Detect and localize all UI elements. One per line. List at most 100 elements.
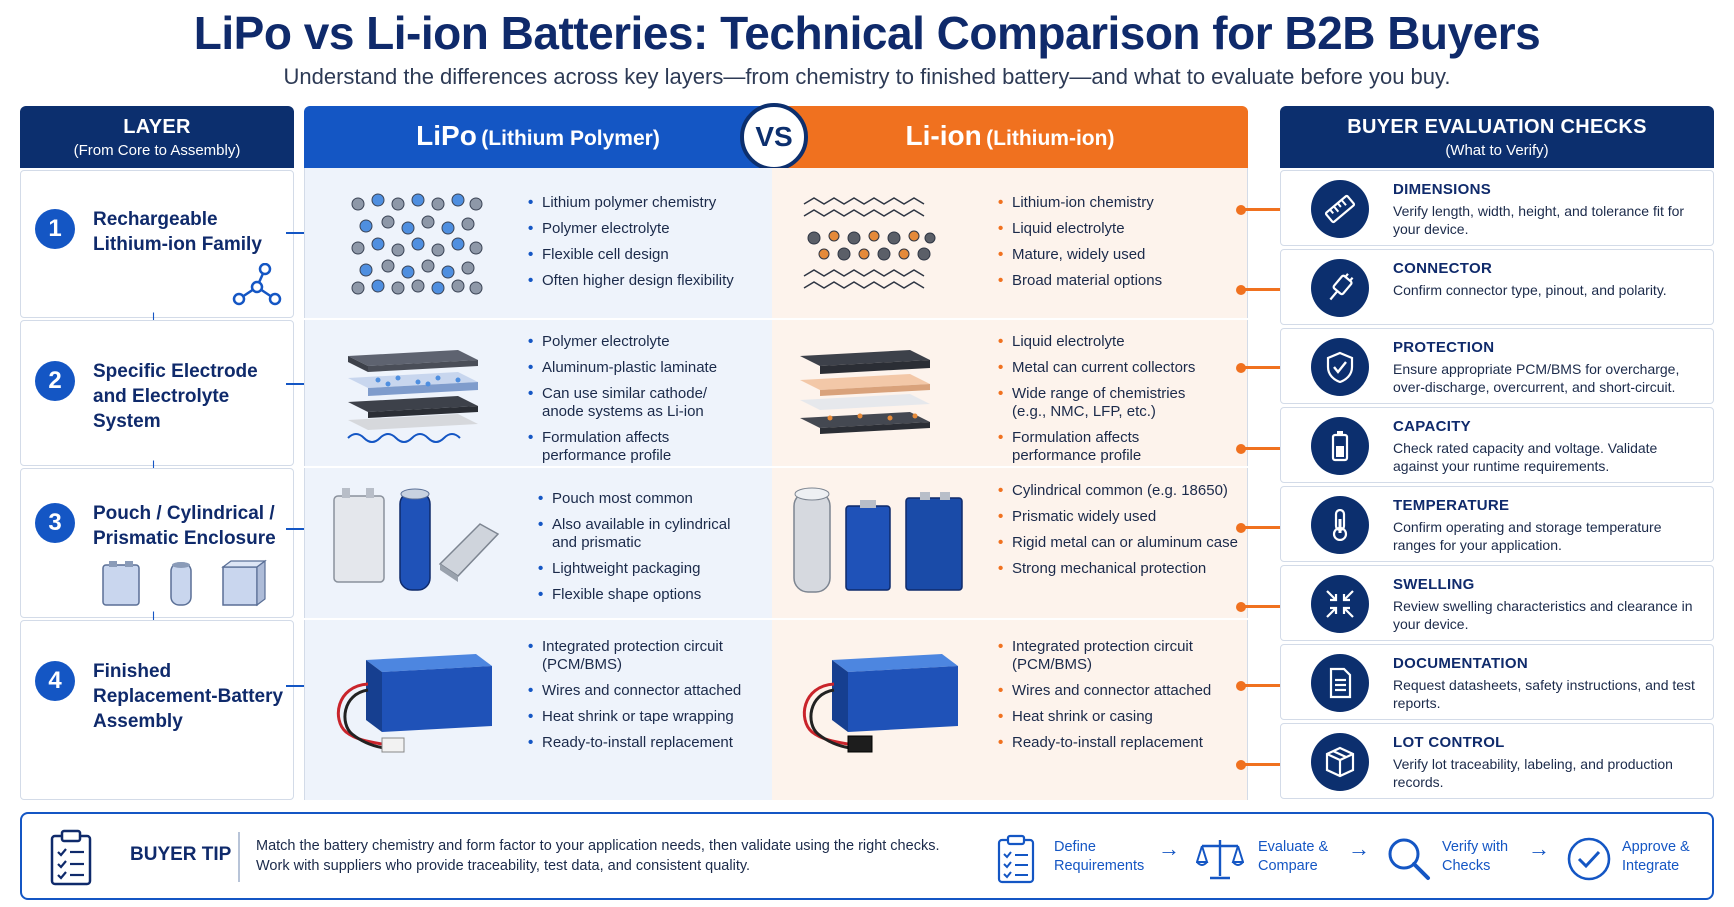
liion-row-2-item: Metal can current collectors <box>998 359 1218 377</box>
liion-row-4-item: Wires and connector attached <box>998 682 1218 700</box>
layer-column-header: LAYER (From Core to Assembly) <box>20 106 294 168</box>
check-connector-dot <box>1236 205 1246 215</box>
liion-row-1-item: Liquid electrolyte <box>998 220 1228 238</box>
check-card-lot-control: LOT CONTROL Verify lot traceability, lab… <box>1280 723 1714 799</box>
row-divider <box>304 318 1248 320</box>
check-connector-dot <box>1236 444 1246 454</box>
lipo-row-2-item: Polymer electrolyte <box>528 333 728 351</box>
check-title: DOCUMENTATION <box>1393 655 1528 672</box>
liion-name: Li-ion <box>905 120 982 151</box>
thermometer-icon <box>1311 496 1369 554</box>
liion-row-2-list: Liquid electrolyte Metal can current col… <box>998 333 1218 473</box>
layer-label-3: Pouch / Cylindrical / Prismatic Enclosur… <box>93 503 276 549</box>
lipo-row-2-item: Aluminum-plastic laminate <box>528 359 728 377</box>
lipo-row-3-item: Also available in cylindrical and prisma… <box>538 516 738 552</box>
enclosure-shapes-icon <box>102 559 267 607</box>
layer-label-1: Rechargeable Lithium-ion Family <box>93 209 262 255</box>
check-connector <box>1240 605 1292 608</box>
check-connector <box>1240 763 1292 766</box>
lipo-row-3-item: Flexible shape options <box>538 586 738 604</box>
check-card-documentation: DOCUMENTATION Request datasheets, safety… <box>1280 644 1714 720</box>
lipo-row-4-list: Integrated protection circuit (PCM/BMS) … <box>528 638 748 760</box>
liion-row-2-item: Formulation affects performance profile <box>998 429 1218 465</box>
lipo-battery-pack-illustration <box>336 654 492 753</box>
step-label-line: Requirements <box>1054 858 1145 874</box>
step-label-line: Evaluate & <box>1258 839 1329 855</box>
clipboard-checklist-icon <box>50 829 92 886</box>
checks-column-header: BUYER EVALUATION CHECKS (What to Verify) <box>1280 106 1714 168</box>
check-card-protection: PROTECTION Ensure appropriate PCM/BMS fo… <box>1280 328 1714 404</box>
lipo-row-2-list: Polymer electrolyte Aluminum-plastic lam… <box>528 333 728 473</box>
lipo-polymer-lattice-illustration <box>351 193 483 295</box>
layer-number-4: 4 <box>35 661 75 701</box>
check-connector-dot <box>1236 363 1246 373</box>
step-label: Verify with Checks <box>1442 838 1508 876</box>
page-title: LiPo vs Li-ion Batteries: Technical Comp… <box>193 7 1541 59</box>
layer-column-title: LAYER <box>123 116 191 138</box>
check-connector-dot <box>1236 285 1246 295</box>
step-arrow: → <box>1528 836 1550 861</box>
check-title: LOT CONTROL <box>1393 734 1505 751</box>
scale-icon <box>1196 840 1244 880</box>
step-label-line: Checks <box>1442 858 1491 874</box>
step-label-line: Define <box>1054 839 1096 855</box>
liion-row-3-item: Strong mechanical protection <box>998 560 1238 578</box>
layer-card-2: 2 Specific Electrode and Electrolyte Sys… <box>20 320 294 466</box>
liion-row-1-item: Mature, widely used <box>998 246 1228 264</box>
lipo-row-1-item: Polymer electrolyte <box>528 220 768 238</box>
liion-battery-pack-illustration <box>802 654 958 753</box>
check-connector <box>1240 684 1292 687</box>
check-card-connector: CONNECTOR Confirm connector type, pinout… <box>1280 249 1714 325</box>
buyer-tip-line-2: Work with suppliers who provide traceabi… <box>256 858 751 874</box>
checkmark-circle-icon <box>1567 837 1611 881</box>
liion-cells-illustration <box>793 487 963 593</box>
liion-row-4-item: Heat shrink or casing <box>998 708 1218 726</box>
check-title: PROTECTION <box>1393 339 1495 356</box>
shield-check-icon <box>1311 338 1369 396</box>
checklist-icon <box>997 834 1035 884</box>
liion-row-2-item: Wide range of chemistries (e.g., NMC, LF… <box>998 385 1218 421</box>
liion-layer-stack-illustration <box>800 350 930 434</box>
check-text: Verify length, width, height, and tolera… <box>1393 203 1685 237</box>
liion-row-1-list: Lithium-ion chemistry Liquid electrolyte… <box>998 194 1228 298</box>
check-text: Request datasheets, safety instructions,… <box>1393 677 1695 711</box>
liion-row-3-item: Prismatic widely used <box>998 508 1238 526</box>
lipo-row-2-item: Formulation affects performance profile <box>528 429 728 465</box>
step-label-line: Approve & <box>1622 839 1690 855</box>
check-connector-dot <box>1236 523 1246 533</box>
compress-arrows-icon <box>1311 575 1369 633</box>
buyer-tip-line-1: Match the battery chemistry and form fac… <box>256 838 940 854</box>
check-connector-dot <box>1236 681 1246 691</box>
ruler-icon <box>1311 180 1369 238</box>
row-divider <box>304 618 1248 620</box>
lipo-full-name: (Lithium Polymer) <box>481 127 660 150</box>
layer-label-2: Specific Electrode and Electrolyte Syste… <box>93 361 258 432</box>
magnifier-icon <box>1388 838 1430 880</box>
liion-header: Li-ion (Lithium-ion) <box>772 106 1248 168</box>
check-connector <box>1240 447 1292 450</box>
check-card-dimensions: DIMENSIONS Verify length, width, height,… <box>1280 170 1714 246</box>
check-connector-dot <box>1236 602 1246 612</box>
row-divider <box>304 466 1248 468</box>
lipo-row-4-item: Ready-to-install replacement <box>528 734 748 752</box>
check-text: Ensure appropriate PCM/BMS for overcharg… <box>1393 361 1680 395</box>
step-label-line: Compare <box>1258 858 1318 874</box>
liion-row-4-list: Integrated protection circuit (PCM/BMS) … <box>998 638 1218 760</box>
layer-card-4: 4 Finished Replacement-Battery Assembly <box>20 620 294 800</box>
buyer-tip-box: BUYER TIP Match the battery chemistry an… <box>20 812 1714 900</box>
liion-row-4-item: Integrated protection circuit (PCM/BMS) <box>998 638 1218 674</box>
liion-full-name: (Lithium-ion) <box>986 127 1115 150</box>
step-label-line: Integrate <box>1622 858 1680 874</box>
lipo-row-1-item: Flexible cell design <box>528 246 768 264</box>
check-text: Confirm connector type, pinout, and pola… <box>1393 282 1667 298</box>
box-icon <box>1311 733 1369 791</box>
check-title: CONNECTOR <box>1393 260 1493 277</box>
check-text: Verify lot traceability, labeling, and p… <box>1393 756 1673 790</box>
step-label: Approve & Integrate <box>1622 838 1690 876</box>
liion-row-3-item: Cylindrical common (e.g. 18650) <box>998 482 1238 500</box>
lipo-row-4-item: Heat shrink or tape wrapping <box>528 708 748 726</box>
check-connector-dot <box>1236 760 1246 770</box>
check-connector <box>1240 288 1292 291</box>
document-icon <box>1311 654 1369 712</box>
step-verify-checks: Verify with Checks <box>1386 832 1536 886</box>
